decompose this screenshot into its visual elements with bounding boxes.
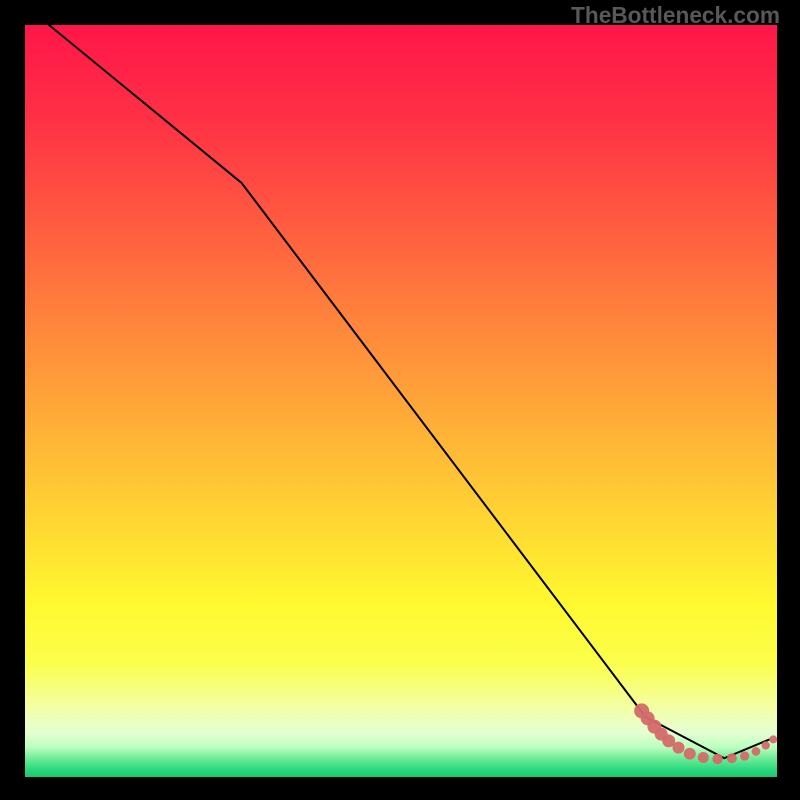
chart-svg xyxy=(0,0,800,800)
data-marker xyxy=(727,753,737,763)
data-marker xyxy=(684,748,696,760)
data-marker xyxy=(762,741,770,749)
plot-area-background xyxy=(25,25,777,777)
data-marker xyxy=(698,752,709,763)
data-marker xyxy=(712,754,722,764)
data-marker xyxy=(752,747,761,756)
data-marker xyxy=(769,735,777,743)
chart-stage: TheBottleneck.com xyxy=(0,0,800,800)
data-marker xyxy=(672,742,684,754)
data-marker xyxy=(740,751,749,760)
watermark-label: TheBottleneck.com xyxy=(571,2,780,29)
